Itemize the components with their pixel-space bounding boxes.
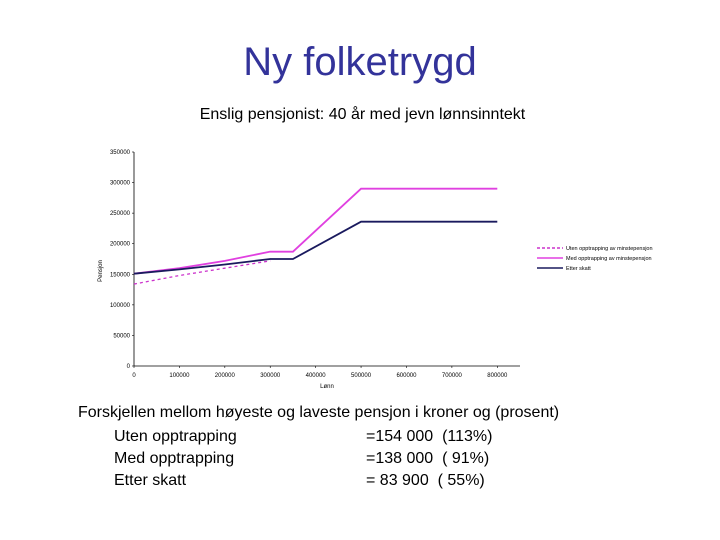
y-tick-label: 250000 [110, 211, 131, 217]
difference-value: =154 000 (113%) [366, 428, 493, 445]
y-axis-label: Pensjon [98, 260, 104, 282]
difference-row-med: Med opptrapping =138 000 ( 91%) [114, 450, 489, 504]
pension-line-chart: 0 50000 100000 150000 200000 250000 300000 3500… [98, 150, 653, 390]
difference-value: = 83 900 ( 55%) [366, 472, 485, 489]
chart-title: Enslig pensjonist: 40 år med jevn lønnsi… [199, 106, 526, 123]
y-tick-label: 350000 [110, 150, 131, 156]
difference-label: Etter skatt [114, 472, 187, 489]
x-tick-label: 0 [132, 373, 136, 379]
difference-label: Med opptrapping [114, 450, 235, 467]
x-tick-label: 800000 [487, 373, 508, 379]
y-tick-label: 200000 [110, 242, 131, 248]
difference-heading: Forskjellen mellom høyeste og laveste pe… [78, 404, 560, 421]
y-tick-label: 100000 [110, 303, 131, 309]
difference-value: =138 000 ( 91%) [366, 450, 490, 467]
difference-row-uten: Uten opptrapping =154 000 (113%) [114, 428, 492, 482]
slide-title: Ny folketrygd [243, 40, 477, 84]
x-tick-label: 400000 [306, 373, 327, 379]
x-tick-label: 100000 [169, 373, 190, 379]
x-axis-label: Lønn [320, 384, 334, 390]
y-tick-label: 150000 [110, 272, 131, 278]
x-tick-label: 300000 [260, 373, 281, 379]
series-line-2 [133, 187, 498, 275]
difference-row-etter: Etter skatt = 83 900 ( 55%) [114, 472, 485, 526]
x-tick-label: 700000 [442, 373, 463, 379]
series-line-3 [133, 220, 498, 275]
legend-label: Med opptrapping av minstepensjon [566, 256, 652, 262]
y-tick-label: 300000 [110, 181, 131, 187]
y-tick-label: 0 [127, 364, 131, 370]
x-tick-label: 200000 [215, 373, 236, 379]
series-line-1 [133, 260, 271, 285]
difference-label: Uten opptrapping [114, 428, 237, 445]
legend-label: Etter skatt [566, 266, 591, 272]
x-tick-label: 600000 [396, 373, 417, 379]
x-tick-label: 500000 [351, 373, 372, 379]
legend-label: Uten opptrapping av minstepensjon [566, 246, 653, 252]
y-tick-label: 50000 [113, 333, 130, 339]
